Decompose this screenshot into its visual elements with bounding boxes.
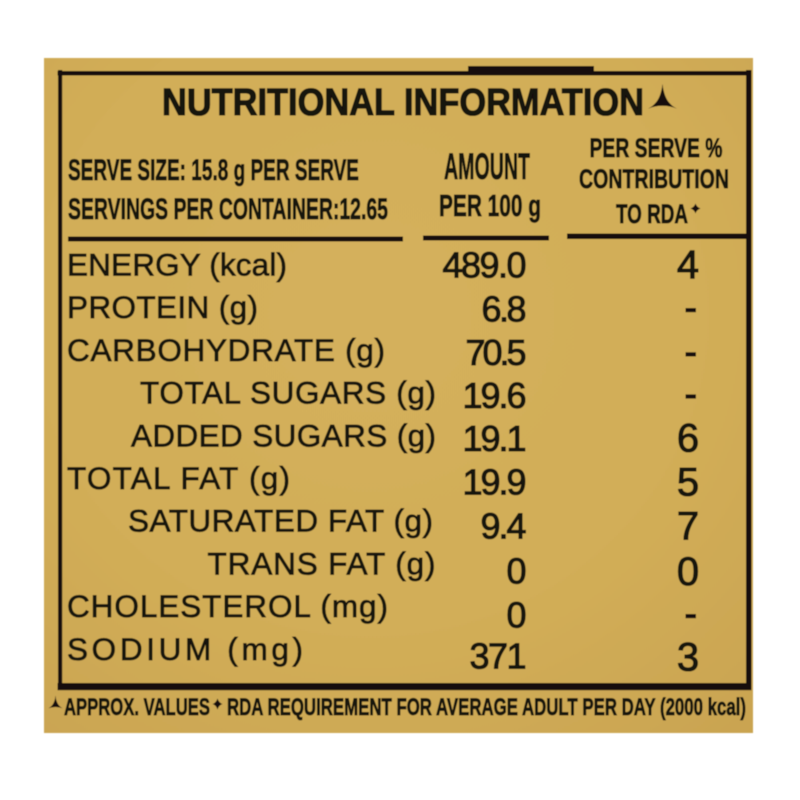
svg-text:PER SERVE %: PER SERVE %: [590, 133, 723, 163]
svg-text:371: 371: [470, 636, 529, 677]
svg-text:ENERGY (kcal): ENERGY (kcal): [67, 247, 289, 283]
svg-text:CONTRIBUTION: CONTRIBUTION: [579, 164, 729, 194]
svg-text:CHOLESTEROL (mg): CHOLESTEROL (mg): [67, 588, 390, 624]
svg-text:ADDED SUGARS (g): ADDED SUGARS (g): [131, 417, 438, 453]
svg-text:9.4: 9.4: [481, 506, 529, 547]
svg-text:7: 7: [677, 505, 699, 549]
svg-text:SODIUM (mg): SODIUM (mg): [67, 631, 305, 667]
svg-text:PER 100 g: PER 100 g: [439, 188, 541, 223]
svg-text:SERVINGS PER CONTAINER:12.65: SERVINGS PER CONTAINER:12.65: [68, 193, 388, 226]
svg-text:489.0: 489.0: [443, 245, 529, 286]
svg-text:TOTAL FAT (g): TOTAL FAT (g): [67, 460, 292, 496]
svg-text:0: 0: [677, 550, 699, 594]
svg-text:PROTEIN (g): PROTEIN (g): [67, 289, 260, 325]
svg-text:6: 6: [677, 417, 699, 461]
svg-text:0: 0: [506, 551, 528, 592]
svg-text:4: 4: [677, 243, 699, 287]
svg-text:19.9: 19.9: [463, 462, 529, 503]
svg-text:TO RDA: TO RDA: [616, 199, 688, 229]
svg-text:TOTAL SUGARS (g): TOTAL SUGARS (g): [140, 375, 438, 411]
svg-text:APPROX. VALUES: APPROX. VALUES: [64, 694, 210, 721]
svg-text:CARBOHYDRATE (g): CARBOHYDRATE (g): [67, 332, 387, 368]
svg-text:5: 5: [677, 461, 699, 505]
svg-text:NUTRITIONAL INFORMATION: NUTRITIONAL INFORMATION: [162, 82, 644, 124]
svg-text:6.8: 6.8: [482, 289, 529, 330]
svg-text:TRANS FAT (g): TRANS FAT (g): [208, 545, 438, 581]
svg-text:3: 3: [677, 636, 699, 680]
svg-text:SATURATED FAT (g): SATURATED FAT (g): [128, 503, 435, 539]
svg-text:SERVE SIZE: 15.8 g PER SERVE: SERVE SIZE: 15.8 g PER SERVE: [68, 154, 359, 187]
svg-text:0: 0: [506, 594, 528, 635]
svg-text:19.1: 19.1: [463, 418, 529, 459]
svg-text:RDA REQUIREMENT FOR AVERAGE AD: RDA REQUIREMENT FOR AVERAGE ADULT PER DA…: [227, 694, 746, 721]
svg-text:AMOUNT: AMOUNT: [444, 146, 530, 187]
svg-text:19.6: 19.6: [463, 375, 529, 416]
svg-text:70.5: 70.5: [466, 332, 529, 373]
